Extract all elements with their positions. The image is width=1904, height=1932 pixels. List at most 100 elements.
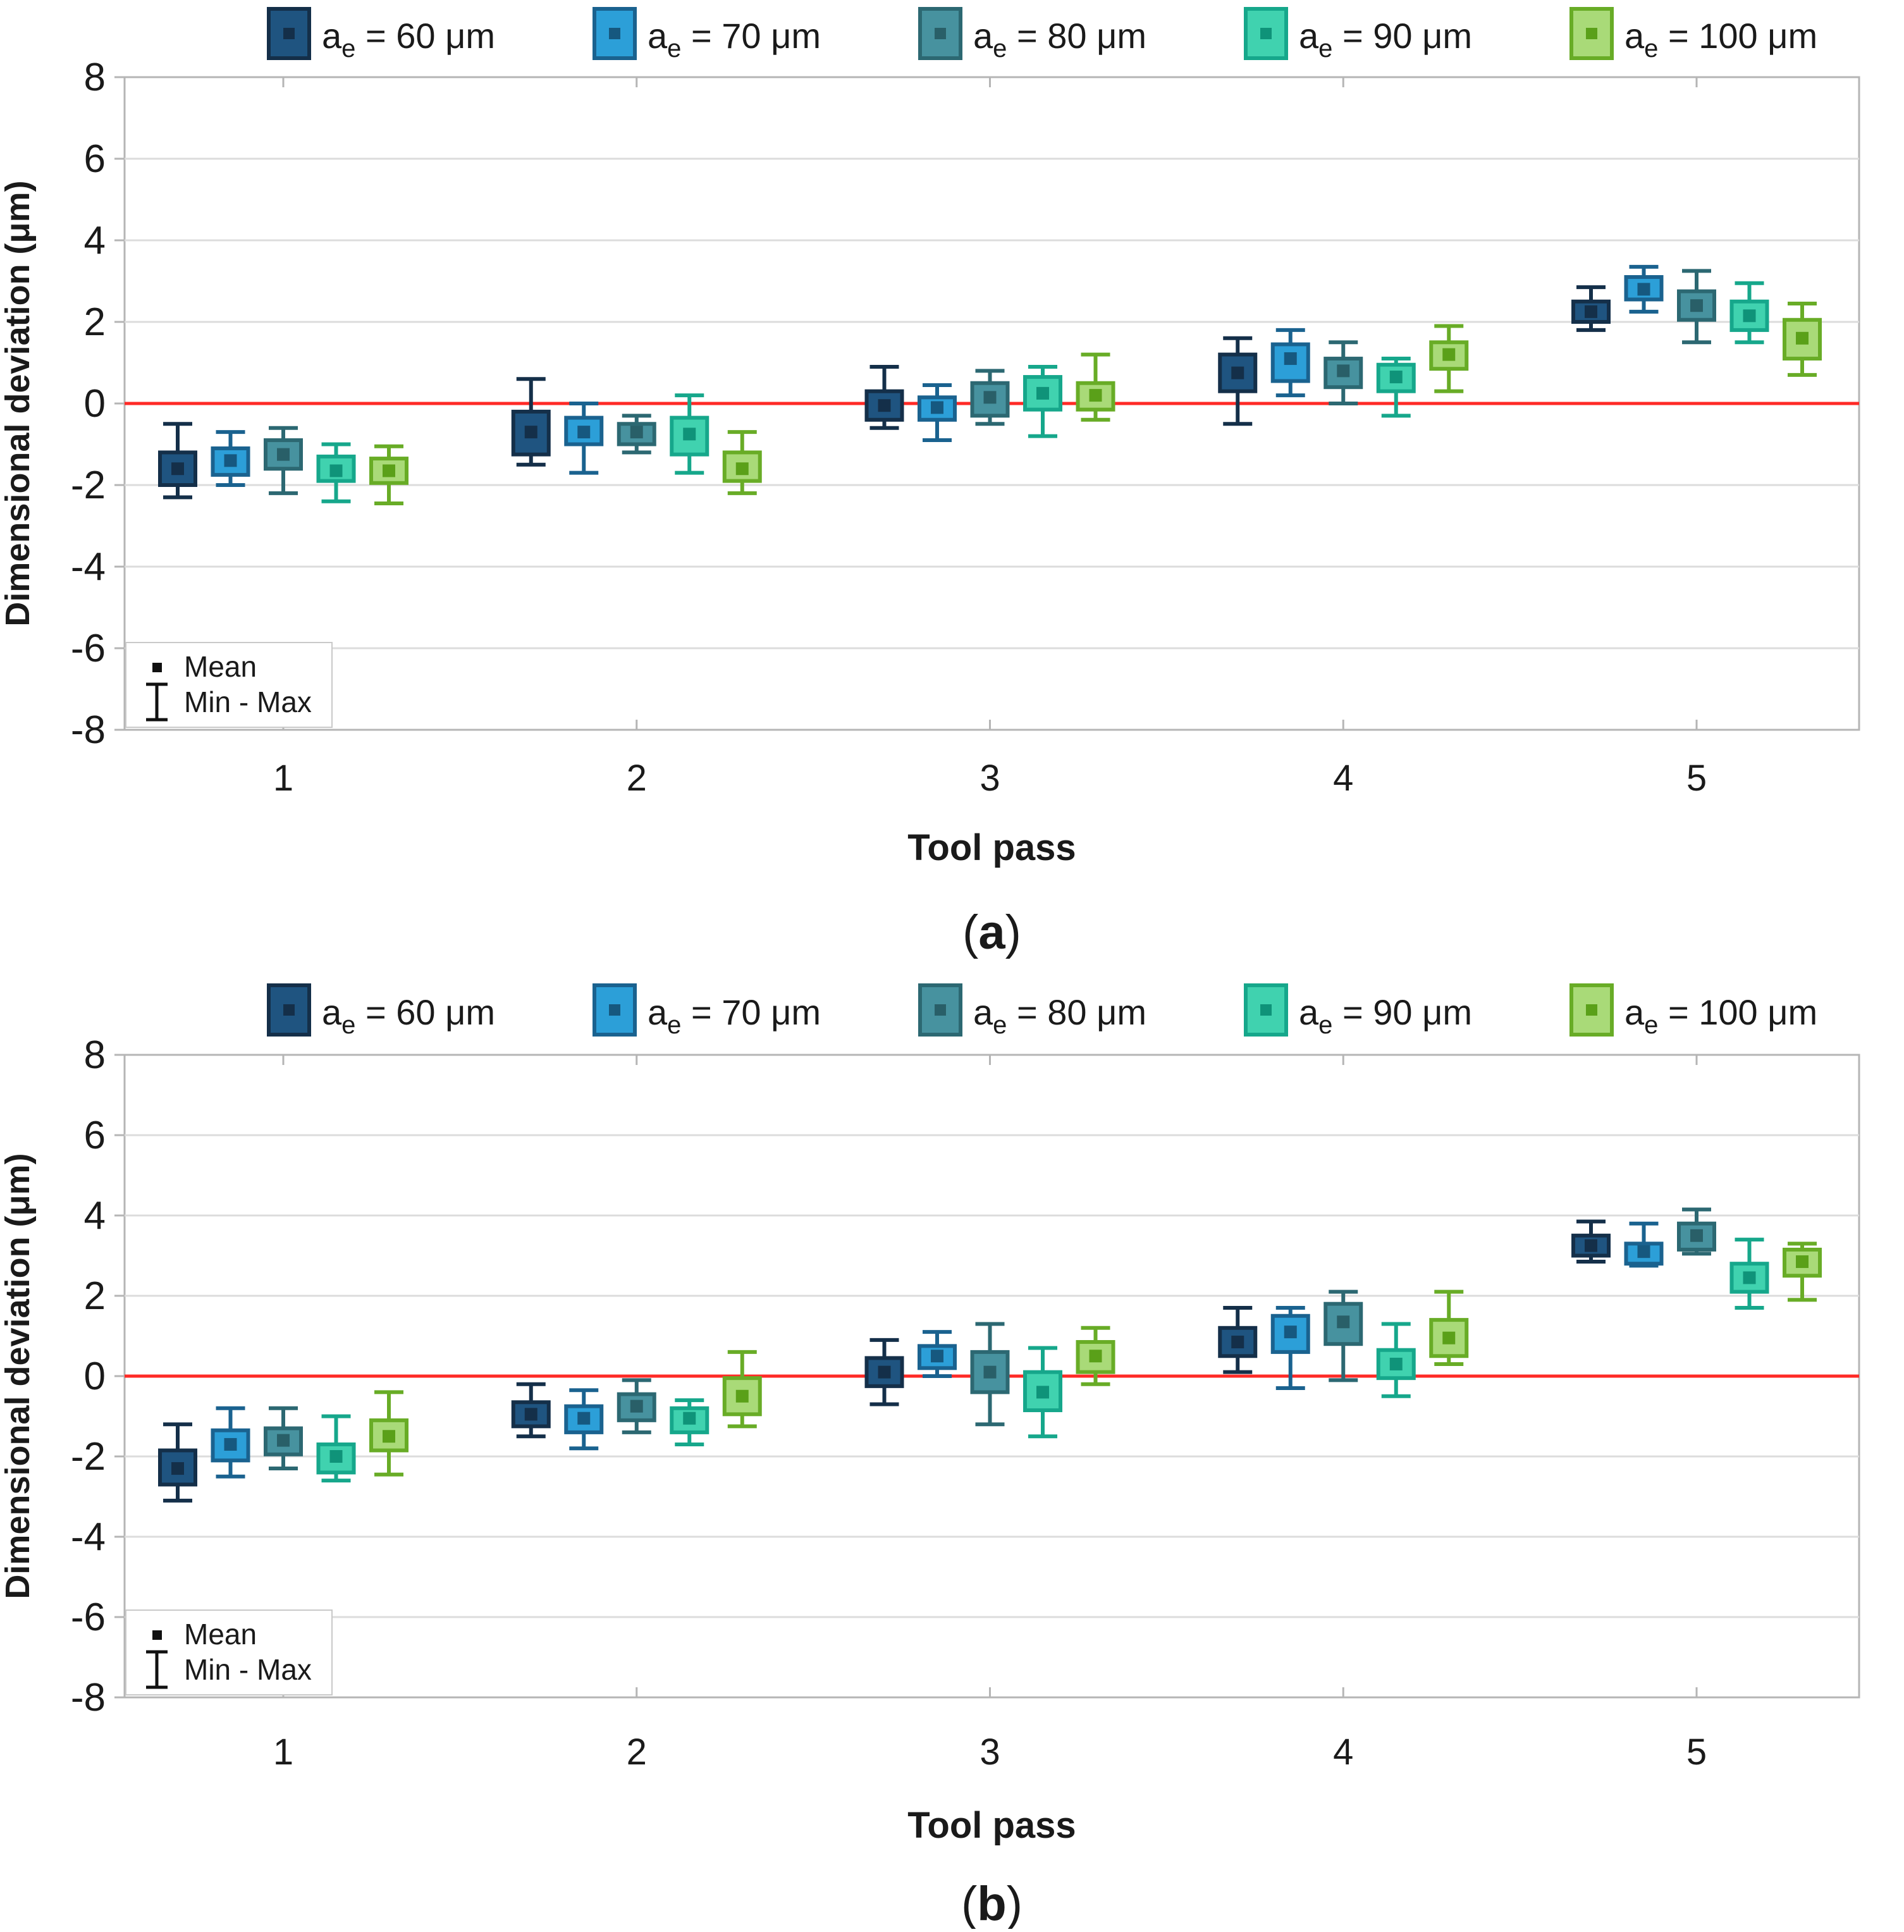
legend-swatch-mean-marker bbox=[283, 28, 295, 39]
mean-marker bbox=[931, 1350, 943, 1363]
legend-swatch bbox=[267, 983, 311, 1037]
x-tick-label: 1 bbox=[273, 1732, 293, 1773]
x-tick-label: 1 bbox=[273, 758, 293, 799]
mean-marker bbox=[1284, 1326, 1297, 1339]
legend-swatch-mean-marker bbox=[935, 28, 946, 39]
legend-swatch-mean-marker bbox=[609, 28, 620, 39]
mean-marker bbox=[1442, 1331, 1456, 1344]
mean-symbol-icon bbox=[152, 663, 162, 672]
mean-marker bbox=[1389, 371, 1403, 384]
y-tick-label: 2 bbox=[84, 1274, 106, 1318]
y-tick-label: 6 bbox=[84, 1114, 106, 1157]
box bbox=[211, 446, 250, 477]
mean-marker bbox=[683, 1412, 696, 1425]
x-tick-label: 3 bbox=[980, 1732, 1000, 1773]
mean-marker bbox=[1585, 1239, 1597, 1252]
panel-caption: (b) bbox=[961, 1877, 1023, 1929]
legend-swatch-mean-marker bbox=[935, 1004, 946, 1016]
mean-marker bbox=[630, 426, 643, 439]
mean-marker bbox=[878, 399, 891, 412]
legend-label: ae = 60 μm bbox=[322, 992, 495, 1039]
mean-marker bbox=[1089, 1350, 1102, 1363]
mean-marker bbox=[1089, 389, 1102, 402]
legend-label: ae = 100 μm bbox=[1625, 992, 1817, 1039]
box bbox=[369, 457, 408, 485]
x-tick-label: 3 bbox=[980, 758, 1000, 799]
y-tick-label: -6 bbox=[71, 627, 106, 670]
legend-swatch bbox=[593, 983, 637, 1037]
mean-marker bbox=[1796, 1255, 1809, 1269]
mean-marker bbox=[735, 462, 749, 476]
mean-marker bbox=[577, 1412, 591, 1425]
y-tick-label: 2 bbox=[84, 300, 106, 344]
legend-swatch-mean-marker bbox=[1586, 1004, 1597, 1016]
legend-swatch bbox=[267, 7, 311, 60]
legend-swatch-mean-marker bbox=[283, 1004, 295, 1016]
mean-marker bbox=[1690, 299, 1703, 312]
legend-label: ae = 80 μm bbox=[973, 992, 1146, 1039]
box bbox=[1218, 1326, 1258, 1358]
mean-marker bbox=[577, 426, 591, 439]
legend-label: ae = 100 μm bbox=[1625, 16, 1817, 63]
y-tick-label: 0 bbox=[84, 382, 106, 426]
y-axis-title: Dimensional deviation (μm) bbox=[0, 180, 37, 626]
y-tick-label: -2 bbox=[71, 464, 106, 507]
mean-marker bbox=[1690, 1229, 1703, 1242]
mean-marker bbox=[983, 1365, 997, 1379]
box bbox=[670, 415, 709, 457]
legend-swatch bbox=[1244, 983, 1288, 1037]
mean-marker bbox=[329, 1450, 343, 1463]
y-tick-label: 4 bbox=[84, 1194, 106, 1238]
mean-marker bbox=[329, 464, 343, 477]
x-tick-label: 4 bbox=[1333, 1732, 1353, 1773]
x-tick-label: 2 bbox=[627, 758, 647, 799]
mean-marker bbox=[1743, 309, 1756, 323]
box bbox=[1376, 1348, 1416, 1381]
mean-marker bbox=[1284, 352, 1297, 366]
box bbox=[722, 450, 762, 483]
legend-label: ae = 70 μm bbox=[648, 16, 821, 63]
x-axis-title: Tool pass bbox=[907, 827, 1076, 868]
mean-marker bbox=[1796, 331, 1809, 345]
mean-marker bbox=[224, 1437, 237, 1451]
mean-marker bbox=[383, 464, 395, 477]
box bbox=[970, 381, 1010, 418]
legend-swatch-mean-marker bbox=[1260, 1004, 1272, 1016]
legend-label: ae = 90 μm bbox=[1299, 992, 1472, 1039]
y-tick-label: 6 bbox=[84, 137, 106, 181]
legend-label: ae = 80 μm bbox=[973, 16, 1146, 63]
mean-symbol-icon bbox=[152, 1630, 162, 1640]
y-tick-label: 8 bbox=[84, 56, 106, 99]
mean-marker bbox=[524, 1408, 537, 1421]
mean-marker bbox=[1337, 364, 1350, 378]
mean-marker bbox=[383, 1430, 395, 1443]
mean-marker bbox=[683, 428, 696, 441]
x-tick-label: 5 bbox=[1686, 758, 1707, 799]
legend-label: ae = 90 μm bbox=[1299, 16, 1472, 63]
mean-marker bbox=[1637, 283, 1650, 296]
box bbox=[722, 1376, 762, 1417]
mean-marker bbox=[1231, 366, 1244, 379]
legend-swatch-mean-marker bbox=[1260, 28, 1272, 39]
x-tick-label: 5 bbox=[1686, 1732, 1707, 1773]
mean-marker bbox=[983, 391, 997, 404]
y-tick-label: -4 bbox=[71, 1515, 106, 1559]
mean-marker bbox=[1231, 1336, 1244, 1349]
y-tick-label: -6 bbox=[71, 1596, 106, 1639]
mean-marker bbox=[878, 1365, 891, 1379]
mean-marker bbox=[277, 1434, 290, 1447]
panel-caption: (a) bbox=[962, 906, 1021, 959]
mean-marker bbox=[735, 1389, 749, 1403]
x-axis-title: Tool pass bbox=[907, 1805, 1076, 1846]
box bbox=[211, 1428, 250, 1463]
panel-b: ae = 60 μm ae = 70 μm ae = 80 μm ae = 90 μm… bbox=[0, 983, 1860, 1931]
mean-marker bbox=[171, 1462, 184, 1475]
panel-a: ae = 60 μm ae = 70 μm ae = 80 μm ae = 90 μm… bbox=[0, 7, 1860, 959]
mean-marker bbox=[1389, 1357, 1403, 1370]
mean-marker bbox=[1036, 386, 1049, 400]
inner-legend-mean-label: Mean bbox=[184, 1618, 257, 1651]
inner-legend-minmax-label: Min - Max bbox=[184, 686, 312, 718]
y-tick-label: -4 bbox=[71, 545, 106, 589]
